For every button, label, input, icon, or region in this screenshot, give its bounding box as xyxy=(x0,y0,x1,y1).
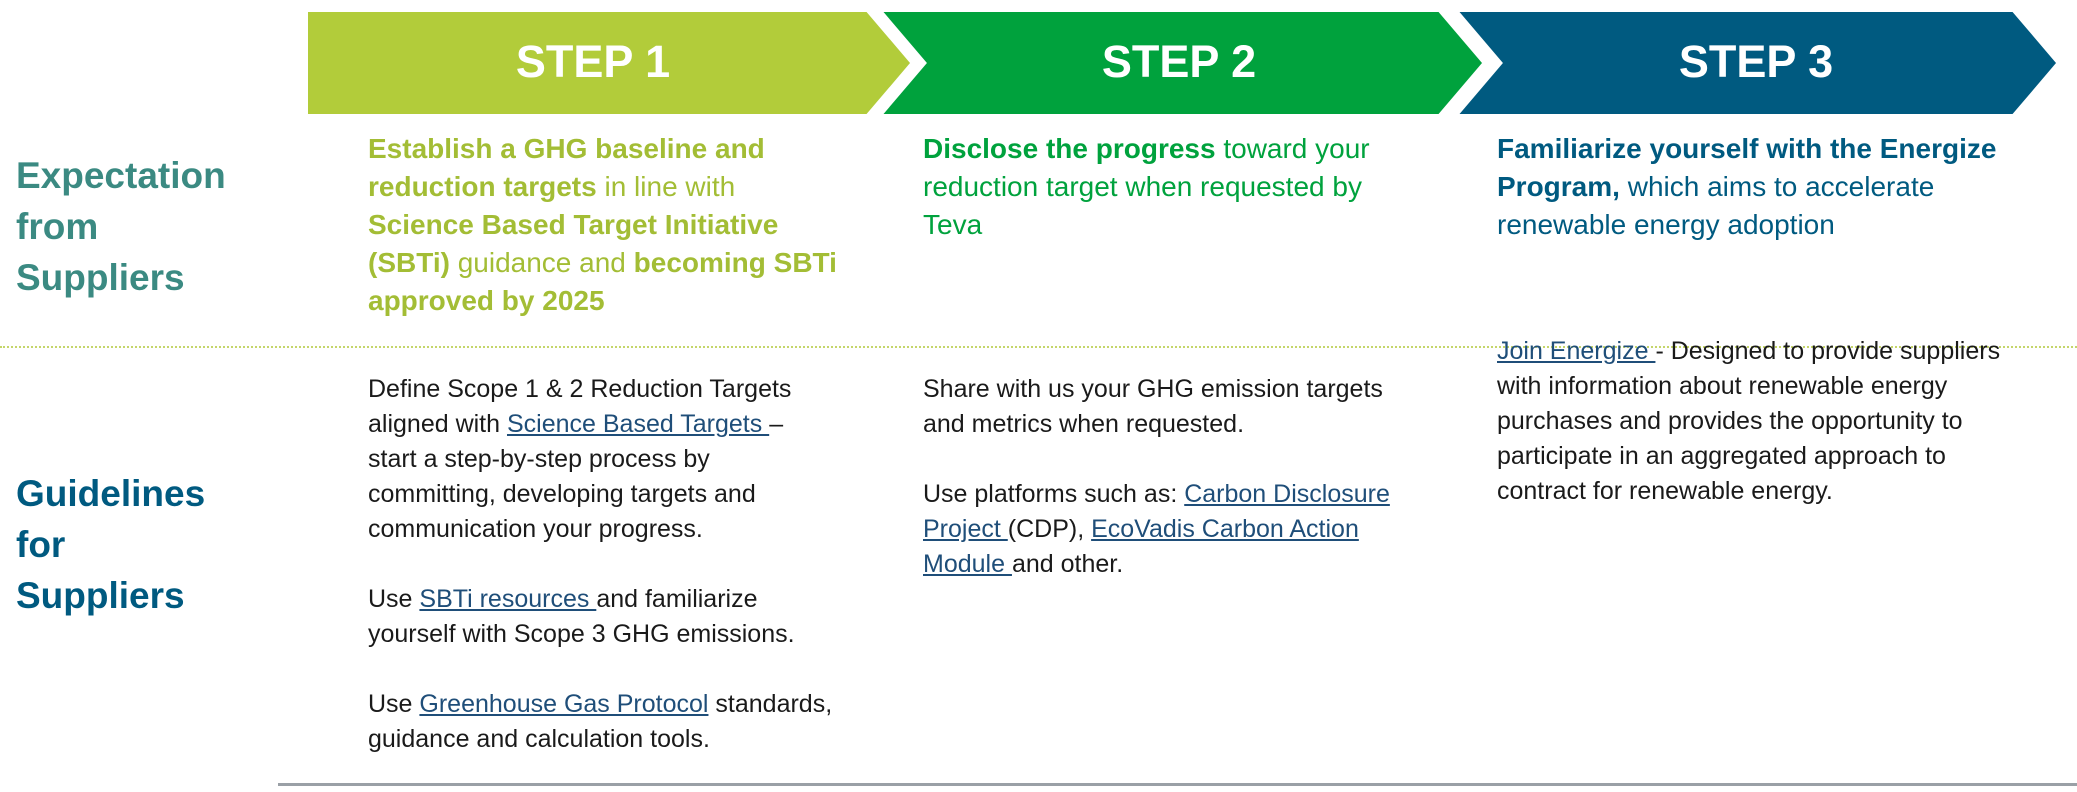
step-chevron xyxy=(302,6,918,120)
guideline-text: Define Scope 1 & 2 Reduction Targets ali… xyxy=(368,372,838,792)
text-run: Share with us your GHG emission targets … xyxy=(923,375,1383,438)
guideline-text: Share with us your GHG emission targets … xyxy=(923,372,1403,617)
link[interactable]: SBTi resources xyxy=(419,585,597,613)
row-label: Expectation from Suppliers xyxy=(16,155,226,298)
text-run: Define Scope 1 & 2 Reduction Targets ali… xyxy=(368,375,792,438)
text-run: Use platforms such as: xyxy=(923,480,1185,508)
text-run: becoming SBTi approved by 2025 xyxy=(368,247,837,316)
paragraph: Share with us your GHG emission targets … xyxy=(923,372,1403,442)
link[interactable]: Science Based Targets xyxy=(506,410,770,438)
text-run: toward your reduction target when reques… xyxy=(923,133,1370,240)
text-run: Establish a GHG baseline and reduction t… xyxy=(368,133,765,202)
row-divider xyxy=(0,346,2077,348)
paragraph: Use Greenhouse Gas Protocol standards, g… xyxy=(368,687,838,757)
text-run: guidance and xyxy=(449,247,634,278)
expectation-text: Familiarize yourself with the Energize P… xyxy=(1497,130,2027,244)
text-run: Disclose the progress xyxy=(923,133,1216,164)
text-run: which aims to accelerate renewable energ… xyxy=(1497,171,1935,240)
step-banner: STEP 1 STEP 2 STEP 3 xyxy=(302,6,2064,120)
link[interactable]: Join Energize xyxy=(1497,337,1656,365)
link[interactable]: Greenhouse Gas Protocol xyxy=(419,690,709,718)
paragraph: Use platforms such as: Carbon Disclosure… xyxy=(923,477,1403,582)
step-chevron xyxy=(1446,6,2064,120)
step-label: STEP 1 xyxy=(516,36,670,87)
text-run: standards, guidance and calculation tool… xyxy=(368,690,833,753)
text-run: Familiarize yourself with the Energize P… xyxy=(1497,133,1997,202)
link[interactable]: EcoVadis Carbon Action Module xyxy=(923,515,1359,578)
text-run: (CDP), xyxy=(1007,515,1092,543)
guideline-text: Join Energize - Designed to provide supp… xyxy=(1497,334,2027,544)
text-run: Use xyxy=(368,690,420,718)
paragraph: Define Scope 1 & 2 Reduction Targets ali… xyxy=(368,372,838,547)
row-label: Guidelines for Suppliers xyxy=(16,473,206,616)
text-run: Use xyxy=(368,585,420,613)
text-run: and other. xyxy=(1011,550,1124,578)
bottom-rule xyxy=(278,783,2077,786)
paragraph: Join Energize - Designed to provide supp… xyxy=(1497,334,2027,509)
text-run: in line with xyxy=(596,171,736,202)
text-run: Science Based Target Initiative (SBTi) xyxy=(368,209,779,278)
step-chevron xyxy=(870,6,1490,120)
expectation-text: Disclose the progress toward your reduct… xyxy=(923,130,1403,244)
text-run: and familiarize yourself with Scope 3 GH… xyxy=(368,585,795,648)
step-label: STEP 2 xyxy=(1102,36,1256,87)
text-run: – start a step-by-step process by commit… xyxy=(368,410,784,543)
text-run: - Designed to provide suppliers with inf… xyxy=(1497,337,2001,505)
expectation-text: Establish a GHG baseline and reduction t… xyxy=(368,130,838,320)
paragraph: Use SBTi resources and familiarize yours… xyxy=(368,582,838,652)
step-label: STEP 3 xyxy=(1679,36,1833,87)
link[interactable]: Carbon Disclosure Project xyxy=(923,480,1390,543)
